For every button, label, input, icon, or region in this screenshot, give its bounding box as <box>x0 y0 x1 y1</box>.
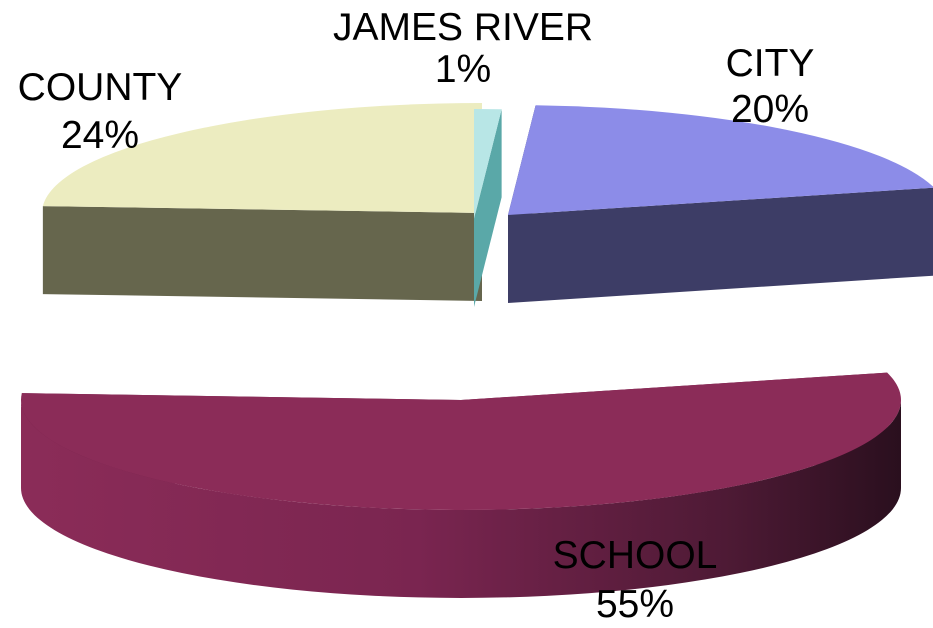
slice-james-river-top <box>474 109 502 219</box>
slice-county-wall-start <box>42 206 483 301</box>
slice-city-wall-end <box>508 187 933 303</box>
slice-label-county: COUNTY <box>18 66 183 109</box>
slice-county <box>42 102 483 301</box>
slice-percent-school: 55% <box>596 583 674 623</box>
slice-school-side <box>21 400 901 598</box>
slice-county-top <box>42 102 483 213</box>
slice-label-james-river: JAMES RIVER <box>333 6 593 49</box>
slice-city <box>508 105 933 303</box>
slice-label-city: CITY <box>726 42 815 85</box>
slice-percent-james-river: 1% <box>435 48 491 91</box>
slice-james-river-wall-end <box>474 109 502 307</box>
slice-city-top <box>508 105 933 215</box>
slice-school-top <box>20 372 901 511</box>
slice-school <box>20 372 901 598</box>
slice-percent-city: 20% <box>731 88 809 131</box>
slice-james-river <box>474 109 502 307</box>
slice-label-school: SCHOOL <box>553 534 718 577</box>
slice-percent-county: 24% <box>61 114 139 157</box>
